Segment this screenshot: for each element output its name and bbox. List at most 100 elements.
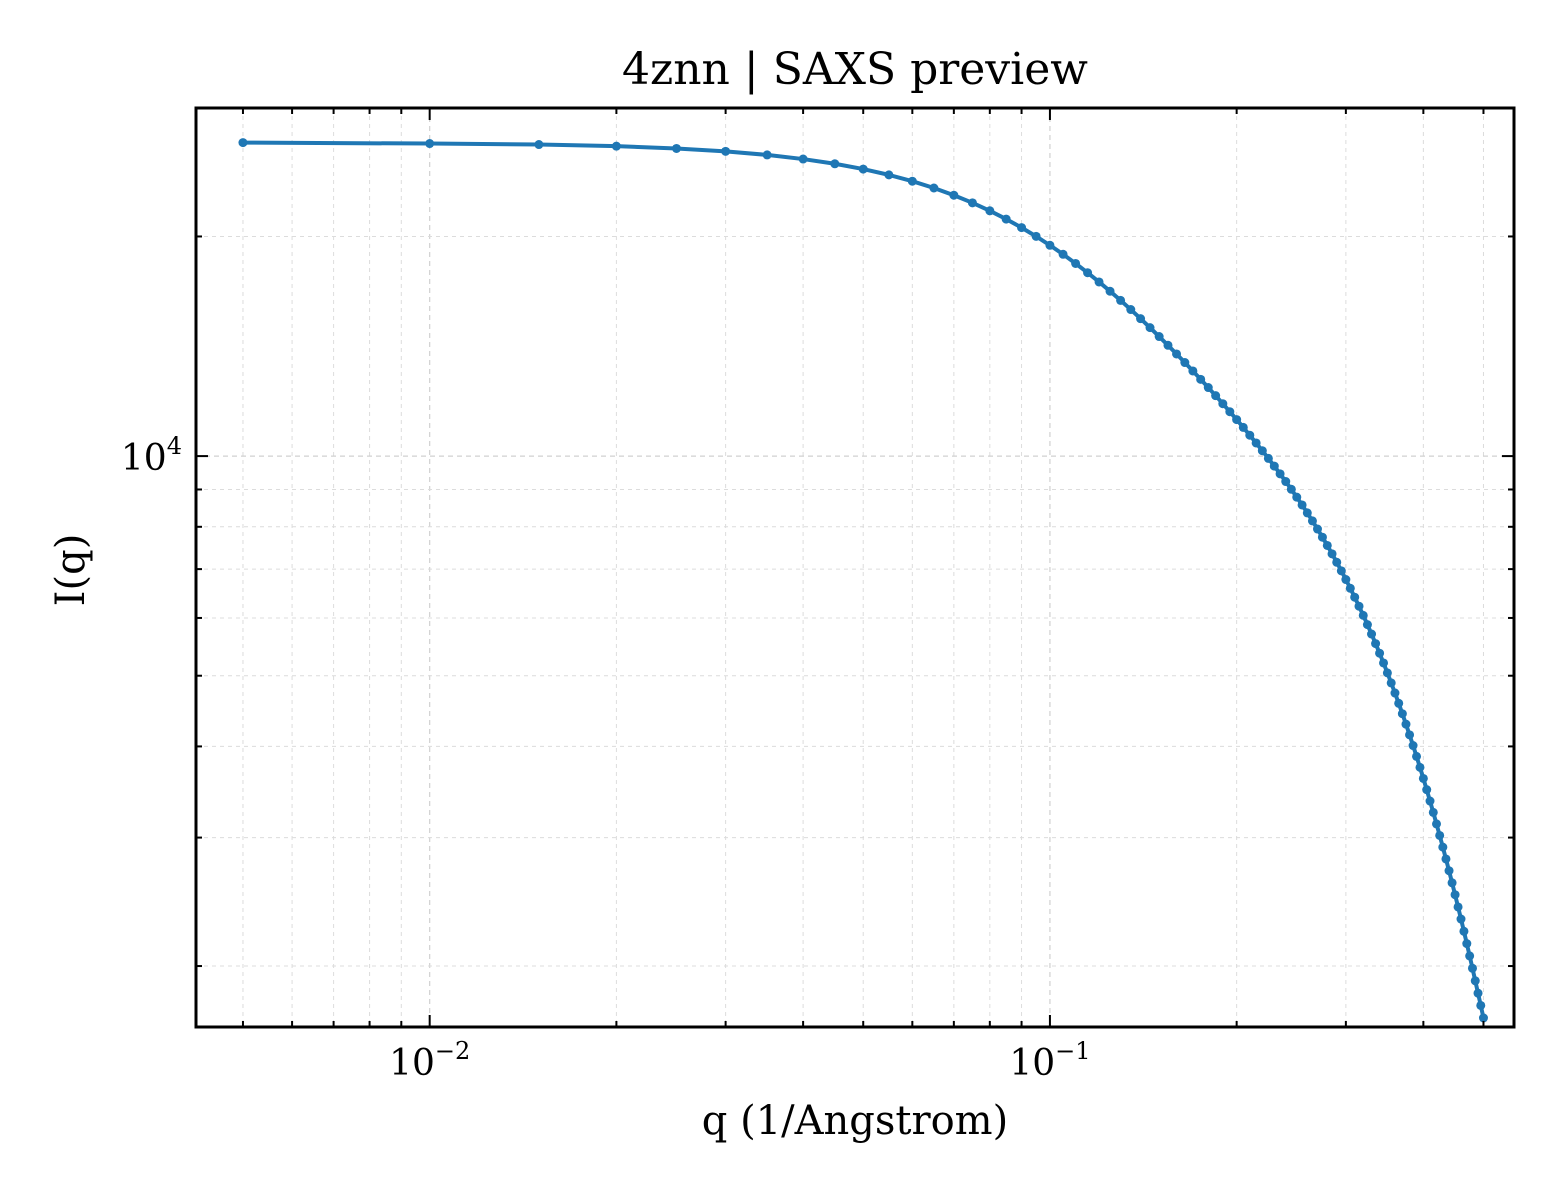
data-point [1327,549,1337,559]
x-tick-label: 10−2 [389,1037,470,1084]
data-point [1456,914,1466,924]
data-point [1367,629,1377,639]
y-axis-label: I(q) [48,534,94,607]
data-point [884,170,894,180]
data-point [1281,477,1291,487]
data-point [762,150,772,160]
data-point [1371,639,1381,649]
data-point [1286,484,1296,494]
data-point [985,206,995,216]
data-point [1428,807,1438,817]
data-point [1232,415,1242,425]
data-point [1465,951,1475,961]
data-point [1441,854,1451,864]
data-point [534,140,544,150]
data-point [830,159,840,169]
data-point [1116,295,1126,305]
data-point [1302,508,1312,518]
data-point [1172,349,1182,359]
data-point [1136,314,1146,324]
data-point [1470,976,1480,986]
data-point [1394,698,1404,708]
data-point [1163,340,1173,350]
data-point [1218,399,1228,409]
data-point [1358,610,1368,620]
plot-frame [194,106,1516,1029]
data-point [1412,751,1422,761]
data-point [1444,866,1454,876]
data-point [1401,719,1411,729]
data-point [1408,741,1418,751]
data-point [672,143,681,153]
data-point [1225,407,1235,417]
tick-layer: 10−2 10−1 104 [121,107,1514,1084]
data-point [1336,566,1346,576]
data-point [1188,366,1198,376]
x-tick-label: 10−1 [1009,1037,1090,1084]
data-point [1332,557,1342,567]
data-point [1058,249,1068,259]
data-point [425,139,435,149]
data-point [1257,446,1267,456]
data-point [1322,540,1332,550]
data-point [1462,939,1472,949]
chart-title: 4znn | SAXS preview [622,44,1088,95]
grid-layer [196,107,1514,1027]
data-point [1196,374,1206,384]
data-point [1180,358,1190,368]
data-point [1269,461,1279,471]
data-point [1354,601,1364,611]
data-point [1447,878,1457,888]
data-point [1263,453,1273,463]
data-point [907,176,917,186]
data-point [1345,583,1355,593]
data-point [1145,323,1155,333]
data-point [967,198,977,208]
data-point [1245,430,1255,440]
data-point [1317,532,1327,542]
data-point [1435,830,1445,840]
data-point [611,141,621,151]
data-point [1238,422,1248,432]
data-point [1001,214,1011,224]
data-point [1405,730,1415,740]
data-point [1362,620,1372,630]
data-point [1203,383,1213,393]
data-point [1292,492,1302,502]
data-point [1094,277,1104,287]
data-point [1450,890,1460,900]
data-point [1251,438,1261,448]
data-point [1017,223,1027,233]
data-point [1071,258,1081,268]
data-point [238,138,248,148]
data-point [1478,1013,1488,1023]
data-point [1126,305,1136,315]
data-point [1031,231,1041,241]
data-point [1459,926,1469,936]
data-point [1467,963,1477,973]
x-axis-label: q (1/Angstrom) [702,1098,1008,1144]
data-point [798,154,808,164]
data-point [1307,516,1317,526]
data-point [1312,524,1322,534]
data-point [1386,678,1396,688]
data-point [1083,268,1093,278]
series-layer [238,138,1488,1023]
data-point [1154,332,1164,342]
data-point [1045,240,1055,250]
data-point [949,190,959,200]
data-point [1438,842,1448,852]
data-point [1397,709,1407,719]
data-point [721,146,731,156]
data-point [1418,773,1428,783]
data-point [1350,592,1360,602]
data-point [1379,658,1389,668]
data-point [1432,819,1442,829]
data-point [1422,785,1432,795]
y-tick-label: 104 [121,432,182,479]
data-point [858,164,868,174]
data-point [1341,575,1351,585]
data-point [1476,1000,1486,1010]
